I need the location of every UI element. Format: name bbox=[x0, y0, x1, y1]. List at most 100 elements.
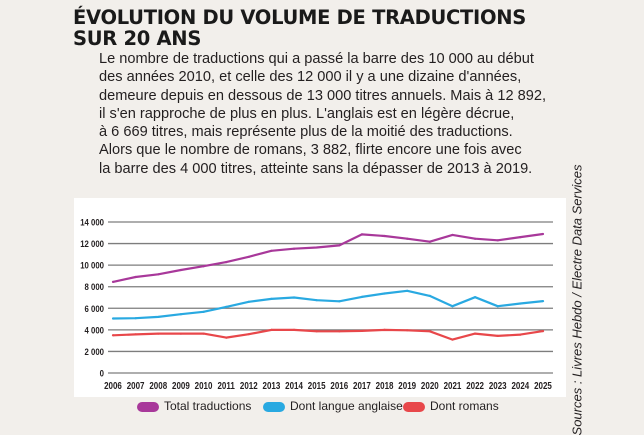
x-tick-label: 2016 bbox=[330, 380, 348, 391]
data-point bbox=[451, 233, 454, 237]
legend-swatch bbox=[137, 401, 159, 412]
data-point bbox=[111, 280, 115, 283]
data-point bbox=[360, 233, 364, 236]
data-point bbox=[496, 305, 499, 308]
x-tick-label: 2019 bbox=[398, 380, 416, 391]
x-tick-label: 2022 bbox=[466, 380, 484, 391]
data-point bbox=[383, 328, 386, 331]
data-point bbox=[519, 302, 522, 305]
x-tick-label: 2017 bbox=[353, 380, 371, 391]
data-point bbox=[134, 317, 137, 320]
data-point bbox=[270, 249, 273, 252]
x-tick-label: 2007 bbox=[127, 380, 145, 391]
data-point bbox=[202, 265, 205, 268]
data-point bbox=[383, 292, 386, 295]
y-tick-label: 4 000 bbox=[85, 325, 105, 336]
data-point bbox=[202, 332, 205, 335]
line-chart: 0 2 000 4 000 6 000 8 000 10 000 12 000 14 000 2… bbox=[80, 217, 553, 391]
data-point bbox=[519, 236, 522, 239]
y-tick-label: 14 000 bbox=[80, 217, 104, 228]
data-point bbox=[360, 329, 364, 333]
x-tick-label: 2015 bbox=[308, 380, 326, 391]
data-point bbox=[519, 333, 522, 336]
data-point bbox=[179, 332, 182, 335]
y-tick-label: 2 000 bbox=[85, 346, 105, 357]
y-tick-label: 12 000 bbox=[80, 238, 104, 249]
data-point bbox=[338, 300, 341, 303]
data-point bbox=[292, 247, 296, 250]
intro-line: Le nombre de traductions qui a passé la … bbox=[99, 51, 534, 67]
data-point bbox=[315, 246, 318, 249]
data-point bbox=[315, 299, 318, 302]
y-tick-label: 10 000 bbox=[80, 260, 104, 271]
intro-line: il s'en rapproche de plus en plus. L'ang… bbox=[99, 105, 515, 122]
source-credit: Sources : Livres Hebdo / Electre Data Se… bbox=[569, 164, 585, 435]
data-point bbox=[134, 275, 137, 279]
data-point bbox=[451, 338, 454, 341]
legend: Total traductions Dont langue anglaise D… bbox=[0, 399, 644, 414]
legend-swatch bbox=[263, 401, 285, 412]
data-point bbox=[406, 289, 409, 292]
data-point bbox=[474, 237, 477, 240]
data-point bbox=[541, 330, 545, 333]
data-point bbox=[338, 244, 341, 247]
data-point bbox=[247, 255, 250, 258]
x-tick-label: 2020 bbox=[421, 380, 439, 391]
legend-item-novels: Dont romans bbox=[403, 400, 499, 413]
data-point bbox=[111, 317, 115, 320]
x-tick-label: 2012 bbox=[240, 380, 258, 391]
legend-item-english: Dont langue anglaise bbox=[263, 400, 403, 413]
data-point bbox=[270, 328, 273, 331]
data-point bbox=[225, 305, 228, 308]
data-point bbox=[338, 330, 341, 333]
intro-line: la barre des 4 000 titres, atteinte sans… bbox=[99, 160, 533, 177]
x-tick-label: 2013 bbox=[263, 380, 281, 391]
data-point bbox=[428, 240, 431, 243]
data-point bbox=[202, 310, 205, 313]
title-line: SUR 20 ANS bbox=[73, 27, 202, 50]
data-point bbox=[179, 268, 182, 272]
y-tick-label: 6 000 bbox=[85, 303, 105, 314]
legend-label: Total traductions bbox=[164, 399, 252, 413]
data-point bbox=[225, 261, 228, 264]
intro-line: demeure depuis en dessous de 13 000 titr… bbox=[99, 87, 547, 104]
data-point bbox=[451, 305, 454, 308]
data-point bbox=[541, 299, 545, 303]
intro-line: à 6 669 titres, mais représente plus de … bbox=[99, 124, 513, 141]
data-point bbox=[157, 315, 160, 319]
data-point bbox=[496, 239, 499, 242]
chart-card bbox=[74, 198, 566, 397]
data-point bbox=[111, 334, 115, 337]
data-point bbox=[270, 297, 273, 301]
data-point bbox=[134, 333, 137, 336]
series-line-2 bbox=[112, 328, 544, 341]
data-point bbox=[225, 336, 228, 339]
series-line-0 bbox=[112, 232, 544, 283]
data-point bbox=[360, 295, 364, 298]
intro-line: des années 2010, et celle des 12 000 il … bbox=[99, 69, 522, 86]
data-point bbox=[157, 273, 160, 276]
data-point bbox=[315, 330, 318, 333]
x-tick-label: 2024 bbox=[511, 380, 529, 391]
x-tick-label: 2014 bbox=[285, 380, 303, 391]
x-tick-label: 2025 bbox=[534, 380, 552, 391]
data-point bbox=[179, 313, 182, 316]
data-point bbox=[247, 300, 250, 303]
x-tick-label: 2011 bbox=[217, 380, 234, 391]
data-point bbox=[541, 232, 545, 236]
y-tick-label: 0 bbox=[100, 368, 104, 379]
x-tick-label: 2021 bbox=[444, 380, 462, 391]
data-point bbox=[428, 294, 431, 297]
data-point bbox=[383, 234, 386, 238]
data-point bbox=[428, 330, 431, 333]
intro-line: Alors que le nombre de romans, 3 882, fl… bbox=[99, 142, 522, 159]
y-tick-label: 8 000 bbox=[85, 281, 105, 292]
x-tick-label: 2009 bbox=[172, 380, 190, 391]
data-point bbox=[474, 296, 477, 299]
x-tick-label: 2010 bbox=[195, 380, 213, 391]
chart-title: ÉVOLUTION DU VOLUME DE TRADUCTIONS SUR 2… bbox=[73, 7, 563, 49]
data-point bbox=[292, 328, 296, 331]
legend-swatch bbox=[403, 401, 425, 412]
x-tick-label: 2018 bbox=[376, 380, 394, 391]
legend-label: Dont langue anglaise bbox=[290, 399, 403, 413]
